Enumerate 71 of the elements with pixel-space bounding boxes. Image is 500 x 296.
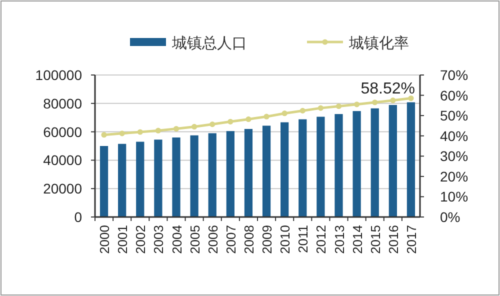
x-tick-label: 2013 <box>332 225 347 254</box>
x-tick-label: 2011 <box>296 225 311 253</box>
x-tick-label: 2004 <box>169 225 184 254</box>
bar <box>118 144 126 217</box>
bar <box>208 133 216 217</box>
bar <box>298 119 307 217</box>
x-tick-label: 2012 <box>314 225 329 254</box>
y2-tick-label: 40% <box>440 128 468 144</box>
point <box>354 102 360 108</box>
point <box>372 100 378 106</box>
bar <box>334 114 343 217</box>
point <box>318 105 324 111</box>
legend-label: 城镇总人口 <box>171 35 247 52</box>
bar <box>280 122 289 217</box>
bar <box>316 116 325 217</box>
bar <box>172 137 180 217</box>
point <box>155 128 161 134</box>
y-tick-label: 40000 <box>43 152 82 168</box>
y-tick-label: 20000 <box>43 180 82 197</box>
x-tick-label: 2007 <box>223 225 238 254</box>
x-tick-label: 2008 <box>241 225 256 254</box>
x-tick-label: 2017 <box>404 225 419 254</box>
legend-label: 城镇化率 <box>348 35 409 52</box>
point <box>300 108 306 114</box>
x-tick-label: 2006 <box>205 225 220 254</box>
y-tick-label: 60000 <box>43 124 82 140</box>
point <box>390 98 396 104</box>
x-tick-label: 2000 <box>97 225 112 254</box>
x-tick-label: 2010 <box>278 225 293 254</box>
bar <box>388 104 397 217</box>
y2-tick-label: 30% <box>440 148 468 164</box>
x-tick-label: 2014 <box>350 225 365 254</box>
point <box>101 132 107 138</box>
x-tick-label: 2002 <box>133 225 148 254</box>
y2-tick-label: 70% <box>440 67 468 83</box>
point <box>119 130 125 136</box>
y2-tick-label: 20% <box>440 168 468 184</box>
bar <box>244 128 253 217</box>
y2-tick-label: 10% <box>440 188 468 205</box>
bar <box>154 140 162 217</box>
point <box>282 110 288 116</box>
point <box>173 126 180 132</box>
bar <box>406 102 416 217</box>
point <box>192 124 198 130</box>
x-tick-label: 2009 <box>260 225 275 254</box>
x-tick-label: 2001 <box>115 225 130 254</box>
bar <box>262 126 271 217</box>
bar <box>226 131 234 217</box>
point <box>228 118 234 124</box>
bar <box>370 108 379 217</box>
bar <box>190 135 198 217</box>
y-tick-label: 0 <box>74 209 82 225</box>
x-tick-label: 2015 <box>368 225 383 254</box>
data-label: 58.52% <box>360 80 415 98</box>
x-tick-label: 2005 <box>187 225 202 254</box>
x-tick-label: 2016 <box>386 225 401 254</box>
point <box>137 129 143 135</box>
point <box>336 103 342 110</box>
point <box>264 114 270 120</box>
y-tick-label: 100000 <box>35 67 82 83</box>
point <box>408 95 414 102</box>
y2-tick-label: 50% <box>440 108 468 124</box>
x-tick-label: 2003 <box>151 225 166 254</box>
y2-tick-label: 0% <box>440 209 460 225</box>
point <box>246 116 252 122</box>
y2-tick-label: 60% <box>440 87 468 104</box>
bar <box>136 142 144 217</box>
y-tick-label: 80000 <box>43 95 82 112</box>
bar <box>100 146 108 217</box>
point <box>210 121 216 128</box>
bar <box>352 111 361 217</box>
